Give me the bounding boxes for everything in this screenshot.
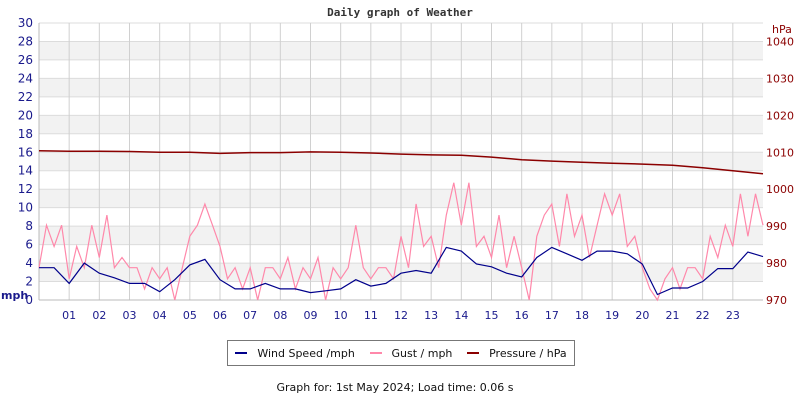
chart-title: Daily graph of Weather [327, 6, 473, 19]
x-tick-label: 11 [364, 309, 378, 322]
x-tick-label: 18 [575, 309, 589, 322]
left-tick-label: 10 [18, 201, 33, 215]
pressure-swatch [467, 352, 480, 354]
left-tick-label: 14 [18, 164, 33, 178]
right-axis-label: hPa [772, 23, 792, 36]
x-tick-label: 16 [515, 309, 529, 322]
x-tick-label: 22 [696, 309, 710, 322]
x-tick-label: 05 [183, 309, 197, 322]
x-tick-label: 17 [545, 309, 559, 322]
left-tick-label: 26 [18, 53, 33, 67]
left-tick-label: 6 [25, 238, 33, 252]
gust-swatch [369, 352, 382, 354]
left-tick-label: 2 [25, 275, 33, 289]
x-tick-label: 09 [304, 309, 318, 322]
left-tick-label: 0 [25, 293, 33, 307]
legend-item-pressure: Pressure / hPa [467, 347, 567, 360]
left-axis-label: mph [1, 289, 28, 302]
series-gust-line [38, 182, 764, 302]
left-tick-label: 16 [18, 145, 33, 159]
legend-label-wind: Wind Speed /mph [257, 346, 355, 360]
weather-chart: 0246810121416182022242628309709809901000… [1, 16, 794, 322]
x-tick-label: 04 [153, 309, 167, 322]
x-tick-label: 03 [123, 309, 137, 322]
legend-item-gust: Gust / mph [369, 346, 453, 360]
left-tick-label: 8 [25, 219, 33, 233]
left-tick-label: 22 [18, 90, 33, 104]
right-tick-label: 1000 [766, 183, 794, 196]
right-tick-label: 1030 [766, 72, 794, 85]
x-tick-label: 14 [454, 309, 468, 322]
left-tick-label: 24 [18, 71, 33, 85]
series-pressure-line [38, 150, 764, 175]
left-tick-label: 20 [18, 108, 33, 122]
right-tick-label: 980 [766, 257, 787, 270]
footer-status: Graph for: 1st May 2024; Load time: 0.06… [276, 381, 514, 394]
right-tick-label: 1020 [766, 109, 794, 122]
right-tick-label: 1040 [766, 35, 794, 48]
x-tick-label: 07 [243, 309, 257, 322]
wind-swatch [235, 352, 248, 354]
x-tick-label: 10 [334, 309, 348, 322]
x-tick-label: 13 [424, 309, 438, 322]
right-tick-label: 970 [766, 294, 787, 307]
legend-label-gust: Gust / mph [391, 346, 453, 360]
right-tick-label: 1010 [766, 146, 794, 159]
left-tick-label: 12 [18, 182, 33, 196]
left-tick-label: 28 [18, 34, 33, 48]
legend-label-pressure: Pressure / hPa [489, 346, 567, 360]
x-tick-label: 21 [666, 309, 680, 322]
right-tick-label: 990 [766, 220, 787, 233]
legend: Wind Speed /mph Gust / mph Pressure / hP… [227, 340, 575, 366]
x-tick-label: 23 [726, 309, 740, 322]
legend-item-wind: Wind Speed /mph [235, 347, 355, 360]
left-tick-label: 18 [18, 127, 33, 141]
x-tick-label: 20 [635, 309, 649, 322]
series-wind-line [39, 246, 764, 296]
x-tick-label: 08 [273, 309, 287, 322]
x-tick-label: 01 [62, 309, 76, 322]
left-tick-label: 30 [18, 16, 33, 30]
x-tick-label: 12 [394, 309, 408, 322]
x-tick-label: 15 [485, 309, 499, 322]
left-tick-label: 4 [25, 256, 33, 270]
x-tick-label: 06 [213, 309, 227, 322]
x-tick-label: 02 [92, 309, 106, 322]
x-tick-label: 19 [605, 309, 619, 322]
